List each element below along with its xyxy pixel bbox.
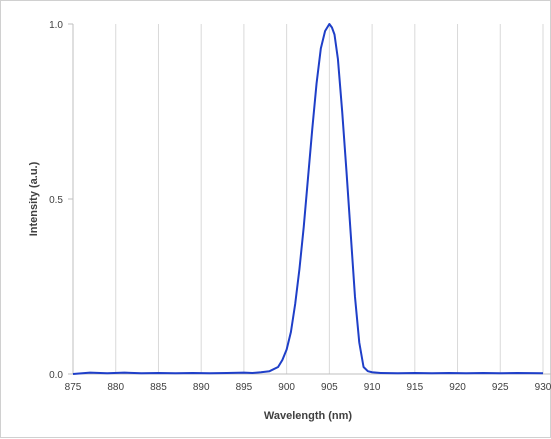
- x-tick-label: 880: [107, 382, 124, 393]
- tick-labels: 875 880 885 890 895 900 905 910 915 920 925 930 0.0 0…: [49, 20, 551, 393]
- x-tick-label: 925: [492, 382, 509, 393]
- x-tick-label: 895: [236, 382, 253, 393]
- x-tick-label: 915: [406, 382, 423, 393]
- series: [72, 23, 544, 375]
- x-axis-title: Wavelength (nm): [264, 410, 353, 422]
- x-tick-label: 930: [535, 382, 551, 393]
- axes: [68, 23, 551, 375]
- y-tick-label: 0.5: [49, 195, 63, 206]
- y-tick-label: 0.0: [49, 370, 63, 381]
- x-tick-label: 885: [150, 382, 167, 393]
- series-line: [72, 23, 544, 375]
- y-axis-title: Intensity (a.u.): [28, 161, 40, 236]
- y-tick-label: 1.0: [49, 20, 63, 31]
- x-tick-label: 890: [193, 382, 210, 393]
- x-tick-label: 905: [321, 382, 338, 393]
- x-tick-label: 920: [449, 382, 466, 393]
- x-tick-label: 910: [364, 382, 381, 393]
- x-tick-label: 900: [278, 382, 295, 393]
- x-tick-label: 875: [65, 382, 82, 393]
- grid: [115, 24, 544, 374]
